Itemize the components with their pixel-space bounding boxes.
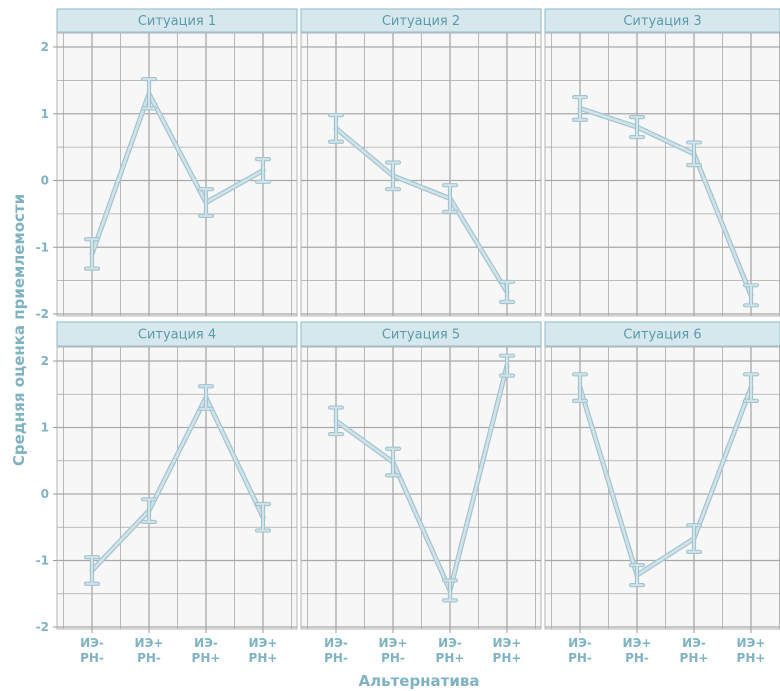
facet-strip [544,8,780,33]
error-bar [628,563,646,588]
error-bar [441,183,459,214]
panel-3: Ситуация 3 [544,8,780,317]
error-bar [742,283,760,308]
x-tick-label: ИЭ+ [493,636,522,650]
error-bar [628,114,646,140]
facet-strip [56,321,298,347]
x-tick-label: ИЭ+ [379,636,408,650]
x-tick-label: РН+ [436,651,465,665]
panel-background [300,32,542,317]
x-tick-label: РН+ [192,651,221,665]
series-line [90,396,265,572]
y-tick-label: -1 [36,554,49,568]
x-tick-label: РН+ [249,651,278,665]
y-tick-label: 1 [41,107,49,121]
error-bar [83,237,101,271]
y-tick-label: 2 [41,354,49,368]
x-axis-title: Альтернатива [359,672,480,690]
series-line [334,127,509,294]
facet-strip [544,321,780,347]
y-axis-title: Средняя оценка приемлемости [10,194,28,466]
x-tick-label: ИЭ- [194,636,218,650]
panel-2: Ситуация 2 [300,8,542,317]
error-bar [685,523,703,554]
error-bar [327,405,345,437]
error-bar [742,372,760,403]
error-bar [498,279,516,305]
error-bar [571,94,589,122]
series-line [90,92,265,256]
facet-strip [300,321,542,347]
x-tick-label: ИЭ- [568,636,592,650]
error-bar [140,76,158,111]
error-bar [197,187,215,218]
panel-background [300,346,542,630]
facet-title: Ситуация 2 [382,14,460,29]
x-tick-label: ИЭ- [80,636,104,650]
y-tick-label: -1 [36,240,49,254]
facet-title: Ситуация 3 [623,14,701,29]
x-tick-label: РН- [324,651,348,665]
y-tick-label: 0 [41,487,49,501]
facet-title: Ситуация 5 [382,328,460,343]
panel-5: Ситуация 5ИЭ-РН-ИЭ+РН-ИЭ-РН+ИЭ+РН+ [300,321,542,665]
error-bar [327,112,345,144]
facet-title: Ситуация 6 [623,328,701,343]
error-bar [384,160,402,192]
x-tick-label: ИЭ+ [135,636,164,650]
x-tick-label: ИЭ+ [249,636,278,650]
panel-background [56,346,298,630]
x-tick-label: РН- [568,651,592,665]
panel-4: Ситуация 4-2-1012ИЭ-РН-ИЭ+РН-ИЭ-РН+ИЭ+РН… [36,321,298,665]
x-tick-label: РН- [80,651,104,665]
error-bar [498,353,516,378]
x-tick-label: РН- [381,651,405,665]
y-tick-label: 2 [41,40,49,54]
x-tick-label: ИЭ- [324,636,348,650]
facet-title: Ситуация 4 [138,328,216,343]
facet-strip [56,8,298,33]
x-tick-label: РН+ [737,651,766,665]
series-line [578,386,753,577]
panel-1: Ситуация 1 -2 -1 0 1 2 [36,8,298,321]
error-bar [140,497,158,525]
y-tick-label: 0 [41,174,49,188]
series-line [334,364,509,592]
y-tick-label: 1 [41,421,49,435]
series-line [578,107,753,297]
x-tick-label: РН+ [493,651,522,665]
error-bar [685,140,703,168]
error-bar [197,384,215,411]
x-tick-label: РН- [625,651,649,665]
error-bar [441,578,459,603]
y-tick-label: -2 [36,620,49,634]
x-tick-label: ИЭ+ [737,636,766,650]
error-bar [254,501,272,533]
error-bar [571,372,589,403]
x-tick-label: ИЭ- [682,636,706,650]
error-bar [384,446,402,478]
panel-6: Ситуация 6ИЭ-РН-ИЭ+РН-ИЭ-РН+ИЭ+РН+ [544,321,780,665]
x-tick-label: ИЭ- [438,636,462,650]
x-tick-label: РН+ [680,651,709,665]
x-tick-label: РН- [137,651,161,665]
x-tick-label: ИЭ+ [623,636,652,650]
facet-title: Ситуация 1 [138,14,216,29]
facet-strip [300,8,542,33]
error-bar [254,157,272,184]
error-bar [83,555,101,586]
y-tick-label: -2 [36,307,49,321]
